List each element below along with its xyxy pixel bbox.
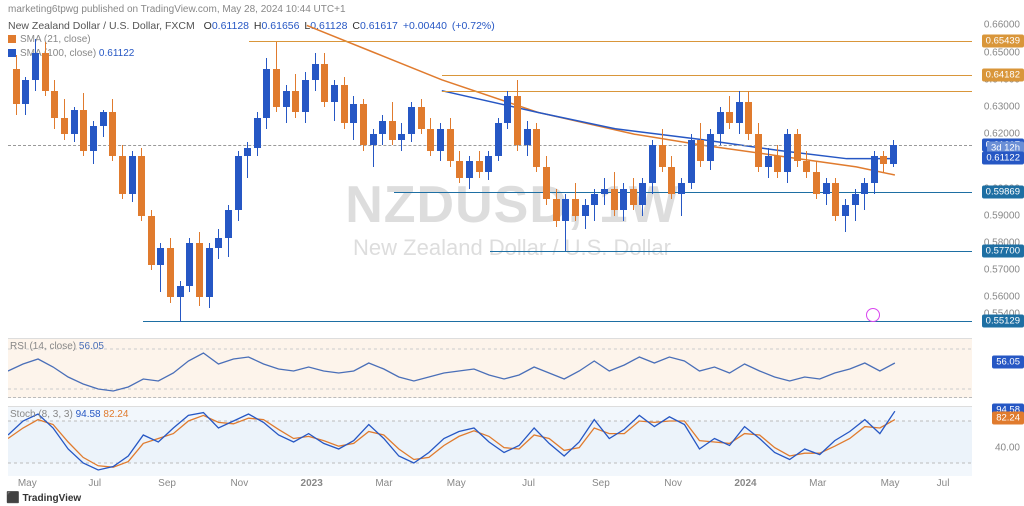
time-tick: Jul [937,478,950,489]
price-pane[interactable] [8,20,972,330]
time-tick: Nov [230,478,248,489]
time-tick: Nov [664,478,682,489]
time-tick: May [18,478,37,489]
time-tick: 2024 [734,478,756,489]
price-tick: 0.59000 [984,210,1020,221]
level-line[interactable] [143,321,972,322]
level-line[interactable] [442,91,972,92]
time-tick: Mar [375,478,392,489]
stoch-label: Stoch (8, 3, 3) 94.58 82.24 [10,409,128,420]
time-tick: Mar [809,478,826,489]
price-label: 0.59869 [982,186,1024,199]
level-line[interactable] [249,41,972,42]
price-tick: 0.56000 [984,292,1020,303]
price-label: 0.61122 [982,152,1024,165]
time-axis[interactable]: May Jul Sep Nov 2023 Mar May Jul Sep Nov 2024 Mar Ma… [8,478,972,498]
stoch-pane[interactable]: Stoch (8, 3, 3) 94.58 82.24 [8,406,972,476]
price-label: 0.64182 [982,68,1024,81]
time-tick: May [881,478,900,489]
stoch-value-label: 82.24 [992,412,1024,425]
price-label: 0.57700 [982,245,1024,258]
price-label: 0.55129 [982,315,1024,328]
rsi-line [8,353,895,391]
rsi-value-label: 56.05 [992,355,1024,368]
time-tick: Sep [592,478,610,489]
price-axis[interactable]: 0.660000.650000.640000.630000.620000.610… [972,0,1024,330]
current-price-line [8,145,972,146]
price-tick: 0.65000 [984,47,1020,58]
rsi-pane[interactable]: RSI (14, close) 56.05 [8,338,972,398]
level-line[interactable] [490,251,972,252]
price-tick: 0.63000 [984,102,1020,113]
price-tick: 0.57000 [984,265,1020,276]
publisher-header: marketing6tpwg published on TradingView.… [8,4,346,15]
stoch-tick: 40.00 [995,443,1020,454]
price-label: 0.65439 [982,34,1024,47]
price-tick: 0.66000 [984,20,1020,31]
time-tick: May [447,478,466,489]
level-line[interactable] [442,75,972,76]
time-tick: Sep [158,478,176,489]
rsi-label: RSI (14, close) 56.05 [10,341,104,352]
time-tick: Jul [522,478,535,489]
time-tick: Jul [88,478,101,489]
time-tick: 2023 [301,478,323,489]
tradingview-logo: ⬛ TradingView [6,491,81,504]
chart-container: marketing6tpwg published on TradingView.… [0,0,1024,506]
